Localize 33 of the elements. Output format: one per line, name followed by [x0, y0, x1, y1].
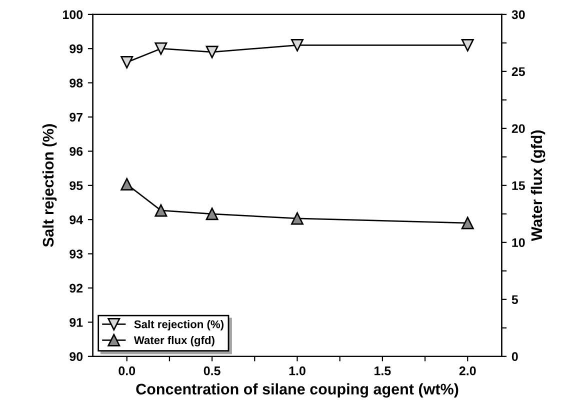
y2-tick-label: 5: [512, 295, 518, 304]
legend-label: Water flux (gfd): [134, 336, 214, 346]
y2-tick-label: 25: [512, 67, 525, 76]
x-tick-label: 1.0: [289, 366, 306, 376]
x-tick-label: 1.5: [374, 366, 391, 376]
y-tick-label: 94: [70, 215, 84, 224]
y2-tick-label: 10: [512, 238, 525, 248]
y2-tick-label: 0: [512, 352, 518, 362]
y-tick-label: 97: [70, 112, 83, 122]
y2-tick-label: 30: [512, 10, 525, 20]
y-tick-label: 96: [70, 147, 83, 156]
x-tick-label: 2.0: [459, 366, 476, 376]
y-tick-label: 91: [70, 318, 83, 327]
point: [291, 212, 304, 225]
x-tick-label: 0.5: [204, 366, 220, 376]
y-tick-label: 99: [70, 44, 83, 54]
point: [120, 178, 134, 191]
y-tick-label: 95: [70, 181, 83, 190]
y-axis-title: Salt rejection (%): [42, 124, 57, 247]
y-tick-label: 93: [70, 250, 83, 258]
x-axis-title: Concentration of silane couping agent (wt%): [136, 383, 458, 398]
y2-tick-label: 15: [512, 181, 525, 190]
point: [154, 204, 168, 217]
y2-tick-label: 20: [512, 124, 525, 134]
y-tick-label: 98: [70, 78, 83, 88]
point: [206, 208, 218, 220]
legend-label: Salt rejection (%): [134, 320, 224, 330]
point: [461, 216, 474, 230]
y-tick-label: 92: [70, 284, 83, 293]
x-tick-label: 0.0: [118, 366, 136, 376]
y2-axis-title: Water flux (gfd): [530, 130, 546, 242]
y-tick-label: 100: [63, 10, 83, 20]
y-tick-label: 90: [70, 352, 83, 362]
